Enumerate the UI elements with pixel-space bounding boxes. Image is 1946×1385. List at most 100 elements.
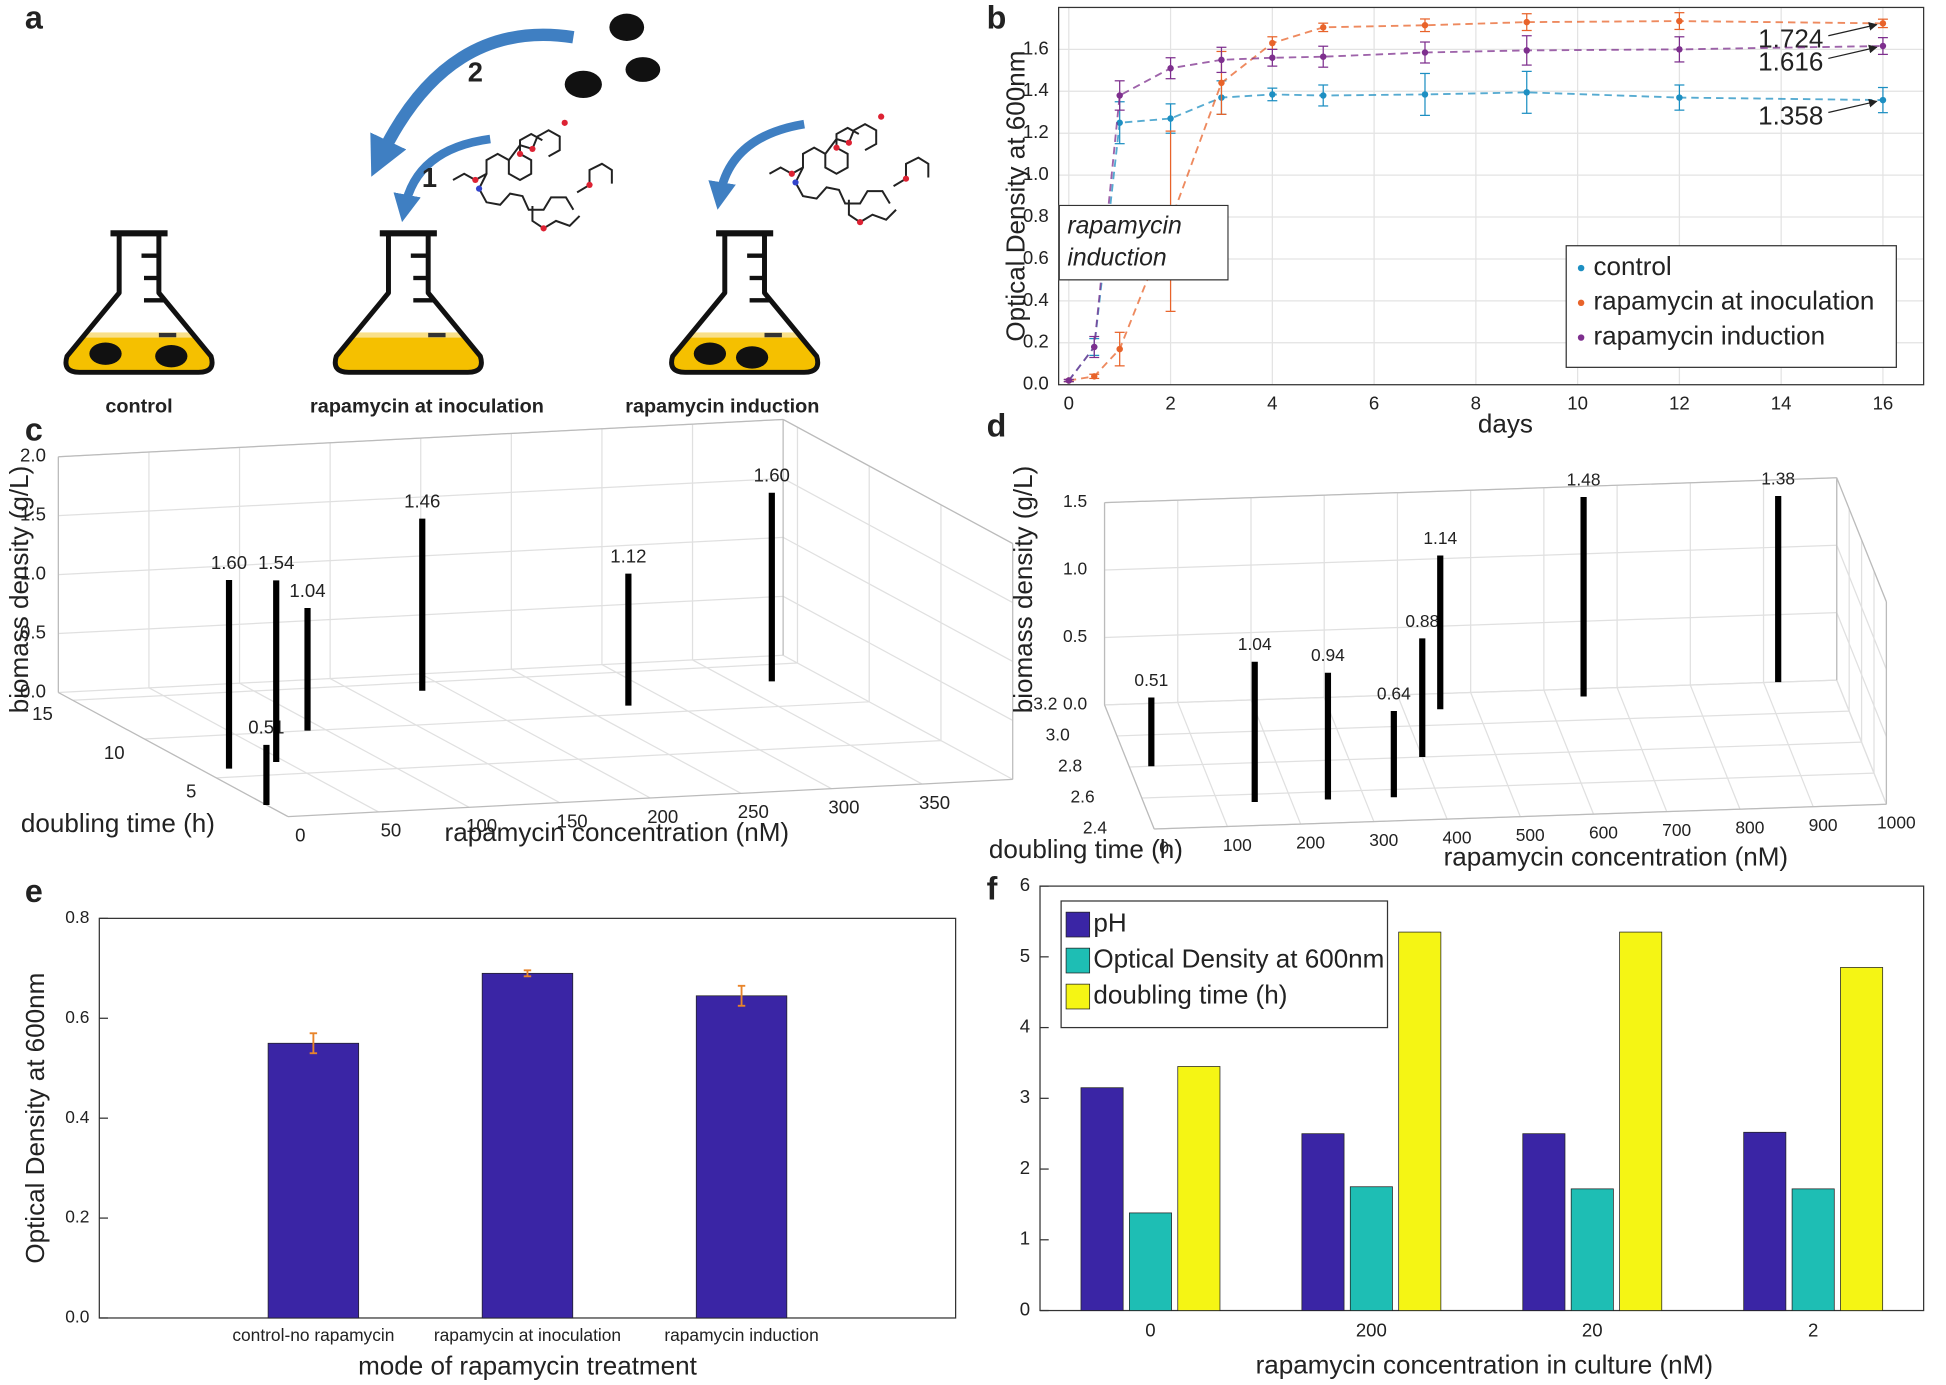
bar [1177, 1066, 1221, 1311]
annotation-box: rapamycin induction [1058, 204, 1229, 281]
data-point [1218, 56, 1225, 64]
data-point [1116, 345, 1123, 353]
legend-label: rapamycin at inoculation [1594, 286, 1875, 316]
flask-control [66, 233, 212, 372]
y-tick-label: 0.0 [65, 1307, 89, 1327]
addition-arrow [393, 134, 491, 223]
data-point [1676, 17, 1683, 25]
x-tick-label: 0 [1145, 1320, 1155, 1341]
data-point [1269, 54, 1276, 61]
grid-line [782, 477, 1014, 604]
value-label: 1.358 [1758, 100, 1823, 130]
data-point [1319, 53, 1327, 60]
y-tick-label: 0.4 [1023, 289, 1049, 310]
y-tick-label: 10 [104, 742, 125, 763]
axis-edge [58, 691, 289, 818]
x-tick-label: 300 [1369, 830, 1398, 850]
y-tick-label: 3.0 [1046, 725, 1070, 745]
data-point [1879, 20, 1887, 27]
legend-label: pH [1093, 907, 1126, 937]
y-tick-label: 3.2 [1033, 694, 1057, 714]
grid-line [1141, 772, 1875, 799]
value-label: 1.38 [1761, 468, 1795, 488]
legend-label: control [1594, 251, 1672, 281]
data-point [1091, 373, 1098, 380]
axis-edge [1103, 704, 1155, 830]
value-label-arrow [1828, 44, 1878, 60]
step-label: 2 [468, 57, 483, 88]
legend-marker [1577, 334, 1585, 341]
data-point [1523, 89, 1530, 96]
axis-edge [782, 418, 1014, 545]
y-tick-label: 2.6 [1070, 787, 1094, 807]
data-point [1421, 91, 1429, 98]
value-label: 1.46 [404, 490, 440, 511]
axis-edge [1154, 803, 1887, 830]
axis-edge [58, 418, 784, 458]
x-tick-label: 4 [1267, 393, 1277, 414]
rapamycin-molecule [452, 118, 613, 233]
x-tick-label: 200 [1296, 833, 1325, 853]
panel-a: a 1 2 control rapamycin at inoculation r… [25, 0, 930, 417]
value-label: 0.51 [1134, 670, 1168, 690]
flask-label: rapamycin at inoculation [310, 395, 544, 417]
x-tick-label: 50 [381, 820, 402, 841]
value-label: 1.60 [211, 552, 247, 573]
x-tick-label: rapamycin induction [664, 1325, 818, 1345]
x-axis-title: rapamycin concentration (nM) [1444, 842, 1789, 872]
grid-line [782, 536, 1014, 663]
data-point [1065, 377, 1073, 384]
legend-label: doubling time (h) [1093, 979, 1287, 1009]
y-tick-label: 6 [1020, 874, 1030, 895]
value-label-arrow [1828, 22, 1878, 37]
z-axis-title: biomass density (g/L) [1008, 466, 1038, 714]
y-tick-label: 2 [1020, 1157, 1030, 1178]
x-tick-label: 100 [1223, 835, 1252, 855]
data-point [1091, 343, 1098, 351]
grid-line [1836, 679, 1887, 805]
z-axis-title: biomass density (g/L) [4, 466, 34, 714]
z-tick-label: 0.0 [1063, 694, 1087, 714]
grid-line [1104, 544, 1837, 571]
transfer-arrow [370, 28, 575, 177]
legend-swatch [1065, 947, 1091, 974]
value-label-arrow [1828, 98, 1878, 114]
x-tick-label: 300 [828, 796, 859, 817]
grid-line [1116, 710, 1850, 737]
grid-line [1104, 679, 1837, 706]
panel-letter: a [25, 0, 44, 35]
bar [1398, 931, 1442, 1311]
x-tick-label: rapamycin at inoculation [434, 1325, 621, 1345]
bar [1743, 1131, 1787, 1311]
legend-box [1060, 900, 1389, 1029]
data-point [1676, 46, 1683, 53]
data-point [1167, 115, 1174, 122]
panel-letter: f [987, 871, 998, 907]
yeast-cell [564, 70, 602, 99]
yeast-cell [625, 57, 661, 82]
data-point [1879, 42, 1887, 50]
x-tick-label: 500 [1516, 825, 1545, 845]
x-tick-label: 200 [1356, 1320, 1387, 1341]
yeast-cell [693, 342, 727, 365]
y-axis-title: doubling time (h) [989, 834, 1183, 864]
grid-line [329, 677, 561, 804]
bar [1619, 931, 1663, 1311]
data-point [1116, 119, 1123, 126]
data-point [1421, 22, 1429, 29]
flask-inoculation [335, 233, 481, 372]
grid-line [72, 662, 798, 701]
yeast-cell [155, 345, 188, 368]
grid-line [692, 659, 923, 785]
x-tick-label: 100 [466, 815, 497, 836]
grid-line [420, 673, 651, 799]
x-tick-label: 700 [1662, 820, 1691, 840]
data-point [1421, 49, 1429, 56]
data-point [1879, 96, 1887, 104]
grid-line [782, 595, 1014, 721]
x-tick-label: 0 [295, 824, 305, 845]
x-tick-label: 600 [1589, 823, 1618, 843]
grid-line [511, 668, 742, 794]
value-label: 0.64 [1377, 683, 1411, 703]
